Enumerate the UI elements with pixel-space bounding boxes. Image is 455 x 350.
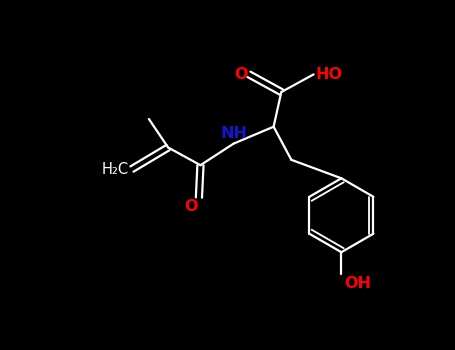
Text: O: O <box>234 67 248 82</box>
Text: HO: HO <box>315 67 342 82</box>
Text: O: O <box>184 199 197 214</box>
Text: OH: OH <box>344 276 371 291</box>
Text: NH: NH <box>220 126 247 141</box>
Text: H₂C: H₂C <box>102 162 129 176</box>
